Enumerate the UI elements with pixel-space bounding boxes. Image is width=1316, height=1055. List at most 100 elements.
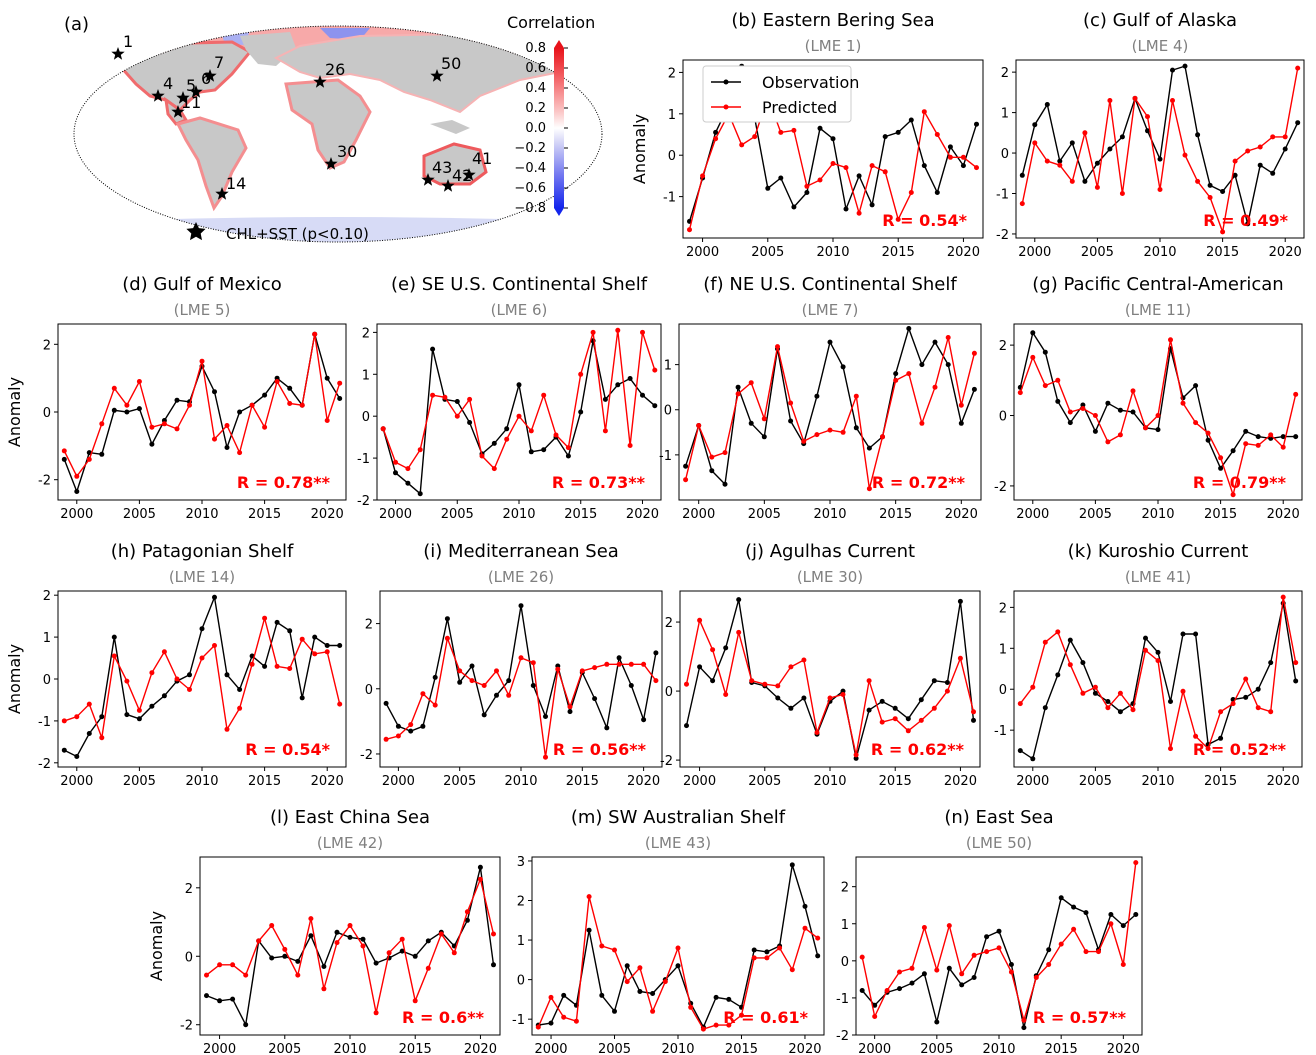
- predicted-data-point: [840, 429, 846, 435]
- predicted-data-point: [269, 923, 275, 928]
- map-legend: CHL+SST (p<0.10): [186, 222, 369, 243]
- colorbar-extend-max: [554, 40, 564, 48]
- predicted-data-point: [739, 142, 745, 148]
- observation-data-point: [464, 917, 470, 923]
- predicted-data-point: [86, 701, 92, 707]
- y-tick-label: 2: [668, 66, 676, 81]
- x-tick-label: 2005: [920, 1042, 953, 1055]
- colorbar-title: Correlation: [507, 13, 595, 32]
- observation-data-point: [1295, 120, 1301, 126]
- predicted-data-point: [1257, 144, 1263, 150]
- observation-data-point: [1270, 170, 1276, 176]
- y-tick-label: 2: [841, 881, 849, 896]
- observation-data-point: [312, 634, 318, 640]
- predicted-data-point: [444, 635, 450, 641]
- observation-data-point: [393, 470, 398, 476]
- legend-observation-marker: [723, 79, 729, 85]
- observation-data-point: [469, 663, 475, 669]
- predicted-data-point: [224, 423, 230, 428]
- predicted-data-point: [856, 210, 862, 216]
- observation-data-point: [599, 992, 605, 998]
- predicted-data-point: [1133, 860, 1139, 866]
- lme-marker-label: 43: [432, 158, 452, 177]
- predicted-data-point: [1032, 140, 1038, 146]
- chart-panel: (g) Pacific Central-American (LME 11) -2 0 2…: [994, 274, 1303, 522]
- observation-data-point: [1218, 465, 1224, 471]
- observation-data-point: [1044, 102, 1050, 107]
- observation-data-point: [1195, 132, 1201, 138]
- observation-data-point: [1082, 178, 1088, 184]
- x-tick-label: 2020: [1269, 245, 1302, 260]
- observation-data-point: [892, 705, 898, 711]
- observation-data-point: [1268, 435, 1274, 441]
- chart-title: (e) SE U.S. Continental Shelf: [391, 274, 648, 295]
- y-tick-label: 0: [999, 410, 1007, 425]
- x-tick-label: 2005: [1081, 245, 1114, 260]
- observation-data-point: [586, 927, 592, 933]
- predicted-data-point: [1055, 377, 1061, 383]
- predicted-data-point: [958, 402, 964, 408]
- predicted-data-point: [1168, 337, 1173, 343]
- observation-data-point: [843, 206, 849, 212]
- observation-data-point: [921, 163, 927, 169]
- chart-panel: (d) Gulf of Mexico (LME 5) -2 0 2 2000 2005 201…: [5, 274, 347, 522]
- predicted-data-point: [884, 988, 890, 993]
- chart-title: (j) Agulhas Current: [745, 541, 915, 562]
- predicted-series-line: [1019, 596, 1297, 750]
- observation-data-point: [1008, 962, 1014, 967]
- y-tick-label: -2: [360, 748, 373, 763]
- observation-data-point: [791, 204, 797, 210]
- predicted-data-point: [360, 943, 366, 949]
- observation-data-point: [1155, 649, 1161, 655]
- predicted-data-point: [161, 421, 167, 427]
- x-tick-label: 2015: [566, 774, 599, 789]
- observation-data-point: [974, 121, 979, 127]
- observation-data-point: [909, 980, 915, 986]
- observation-data-point: [713, 994, 719, 1000]
- predicted-data-point: [827, 427, 833, 433]
- observation-data-point: [778, 175, 784, 181]
- observation-data-point: [1067, 420, 1073, 426]
- observation-data-point: [561, 992, 567, 998]
- observation-data-point: [1092, 690, 1098, 696]
- predicted-data-point: [984, 949, 990, 955]
- observation-data-point: [1117, 709, 1123, 715]
- observation-data-point: [1080, 660, 1086, 666]
- x-tick-label: 2015: [564, 507, 597, 522]
- colorbar-tick-label: −0.8: [514, 201, 546, 216]
- predicted-data-point: [282, 946, 288, 952]
- y-tick-label: 0: [43, 406, 51, 421]
- predicted-data-point: [602, 428, 608, 434]
- chart-panel: (h) Patagonian Shelf (LME 14) -2 -1 0 1 2 2000 2…: [5, 541, 347, 789]
- x-tick-label: 2020: [945, 507, 978, 522]
- predicted-data-point: [683, 477, 689, 483]
- predicted-data-point: [628, 661, 634, 667]
- observation-data-point: [1055, 398, 1061, 404]
- x-tick-label: 2015: [248, 507, 281, 522]
- observation-data-point: [1293, 678, 1299, 684]
- predicted-data-point: [853, 393, 859, 399]
- x-tick-label: 2020: [788, 1042, 821, 1055]
- observation-data-point: [1105, 400, 1111, 406]
- observation-data-point: [637, 989, 643, 994]
- y-tick-label: 1: [43, 631, 51, 646]
- observation-data-point: [430, 346, 436, 352]
- observation-data-point: [675, 963, 681, 969]
- predicted-data-point: [710, 647, 716, 653]
- y-tick-label: -1: [38, 715, 51, 730]
- observation-data-point: [895, 129, 901, 135]
- observation-data-point: [262, 663, 268, 669]
- x-tick-label: 2005: [268, 1042, 301, 1055]
- chart-title: (l) East China Sea: [270, 807, 430, 828]
- observation-data-point: [1205, 437, 1211, 443]
- colorbar: Correlation 0.8 0.6 0.4 0.2 0.0 −0.2 −0.4 −0.6 −…: [507, 13, 595, 216]
- predicted-data-point: [337, 380, 343, 386]
- observation-data-point: [149, 441, 155, 447]
- x-tick-label: 2005: [748, 774, 781, 789]
- predicted-data-point: [74, 473, 80, 479]
- x-tick-label: 2010: [982, 1042, 1015, 1055]
- x-tick-label: 2015: [1206, 245, 1239, 260]
- observation-data-point: [262, 392, 268, 398]
- predicted-data-point: [1255, 705, 1261, 711]
